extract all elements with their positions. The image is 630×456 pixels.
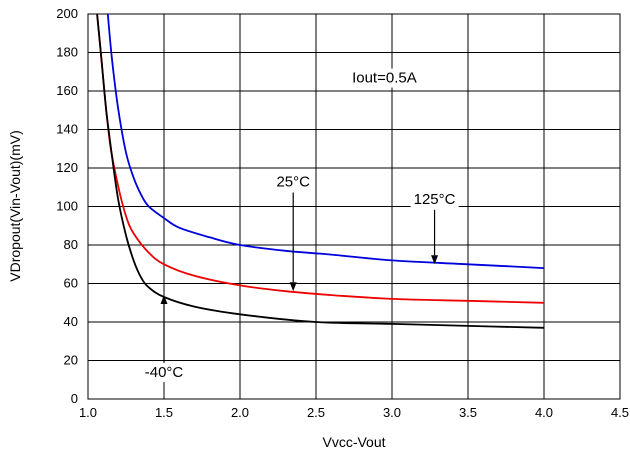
annotations: Iout=0.5A 25°C 125°C -40°C <box>141 68 459 383</box>
x-tick-label: 1.5 <box>155 405 173 420</box>
x-tick-label: 3.0 <box>383 405 401 420</box>
y-tick-label: 140 <box>56 122 78 137</box>
y-tick-label: 20 <box>64 353 78 368</box>
y-tick-label: 200 <box>56 6 78 21</box>
y-tick-label: 0 <box>71 391 78 406</box>
annotation-bg <box>141 363 187 383</box>
y-tick-label: 120 <box>56 160 78 175</box>
x-tick-label: 1.0 <box>79 405 97 420</box>
annotation-25-c: 25°C <box>276 173 310 190</box>
annotation-bg <box>349 68 420 88</box>
x-tick-label: 4.0 <box>535 405 553 420</box>
grid-lines <box>88 14 620 399</box>
plot-frame <box>87 13 621 400</box>
annotation-bg <box>273 172 314 192</box>
annotation-arrow-head <box>160 295 168 305</box>
y-tick-label: 80 <box>64 237 78 252</box>
annotation-bg <box>410 189 459 209</box>
annotation-125-c: 125°C <box>414 191 456 208</box>
series-line-125c <box>106 13 545 269</box>
y-axis-label: VDropout(Vin-Vout)(mV) <box>7 130 23 281</box>
annotation-40-c: -40°C <box>145 364 184 381</box>
x-tick-label: 4.5 <box>611 405 629 420</box>
y-tick-label: 160 <box>56 83 78 98</box>
series-line-40c <box>96 13 545 329</box>
annotation-iout-0-5a: Iout=0.5A <box>352 70 417 87</box>
annotation-arrow-head <box>431 255 439 265</box>
x-tick-label: 3.5 <box>459 405 477 420</box>
annotation-arrow-head <box>289 282 297 292</box>
series-lines <box>96 13 545 329</box>
y-tick-label: 40 <box>64 314 78 329</box>
x-tick-label: 2.5 <box>307 405 325 420</box>
y-tick-label: 100 <box>56 199 78 214</box>
x-axis-label: Vvcc-Vout <box>322 434 385 450</box>
y-tick-label: 180 <box>56 45 78 60</box>
y-tick-label: 60 <box>64 276 78 291</box>
x-tick-label: 2.0 <box>231 405 249 420</box>
axis-ticks: 1.0 1.5 2.0 2.5 3.0 3.5 4.0 4.5 0 20 40 60 80 100 120 1… <box>56 6 629 420</box>
